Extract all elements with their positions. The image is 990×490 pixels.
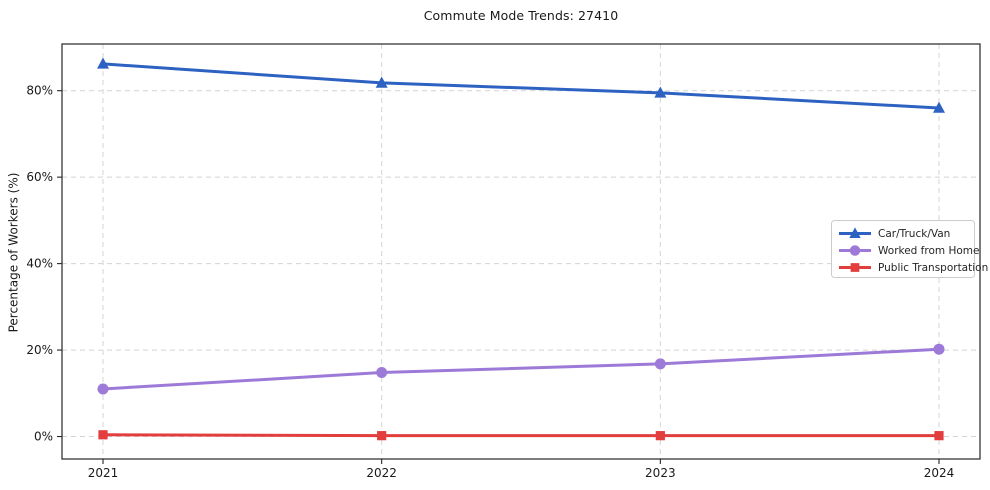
x-tick-label: 2023 [645,466,676,480]
x-tick-label: 2024 [924,466,955,480]
triangle-marker [97,57,109,69]
y-tick-label: 60% [26,170,53,184]
square-marker [850,263,860,272]
legend-label: Public Transportation [878,262,988,274]
series-line-worked-from-home [101,347,941,391]
x-tick-label: 2022 [366,466,397,480]
x-tick-label: 2021 [88,466,119,480]
circle-marker [654,358,666,370]
series-public-transportation [98,430,944,441]
chart-title: Commute Mode Trends: 27410 [423,8,619,23]
circle-marker [376,367,388,379]
legend-item-public-transportation: Public Transportation [839,262,988,274]
triangle-marker [375,76,388,88]
triangle-marker [849,227,861,239]
legend-label: Car/Truck/Van [878,228,950,240]
y-tick-label: 0% [34,430,53,444]
circle-marker [933,343,945,355]
axis-ticks [57,90,940,464]
triangle-marker [654,86,667,98]
y-axis-label: Percentage of Workers (%) [6,172,21,333]
legend: Car/Truck/Van Worked from Home Public Tran… [831,220,988,278]
square-marker [934,431,944,441]
y-tick-label: 80% [26,84,53,98]
square-marker [98,430,108,440]
y-tick-label: 40% [26,257,53,271]
series-line-public-transportation [101,433,941,438]
series-worked-from-home [97,343,945,395]
series-car-truck-van [97,57,945,113]
y-tick-label: 20% [26,343,53,357]
plot-border [61,43,981,460]
circle-marker [849,245,861,256]
square-marker [655,431,665,441]
series-line-car-truck-van [101,62,941,110]
triangle-marker [933,101,945,113]
legend-item-worked-from-home: Worked from Home [839,245,979,257]
legend-item-car-truck-van: Car/Truck/Van [839,227,950,240]
legend-label: Worked from Home [878,245,979,257]
circle-marker [97,383,109,395]
square-marker [377,431,387,441]
